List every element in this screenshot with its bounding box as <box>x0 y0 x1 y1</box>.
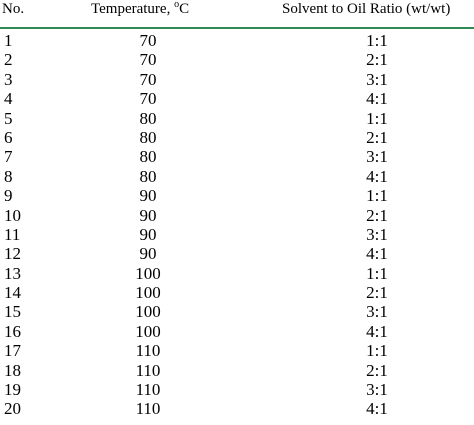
cell-ratio: 1:1 <box>366 108 388 128</box>
cell-temperature: 70 <box>139 69 157 89</box>
cell-temperature: 110 <box>135 380 161 400</box>
cell-ratio: 1:1 <box>366 341 388 361</box>
table-row: 18 110 2:1 <box>0 361 474 380</box>
cell-ratio: 4:1 <box>366 399 388 419</box>
cell-ratio: 3:1 <box>366 224 388 244</box>
table-row: 1 70 1:1 <box>0 31 474 50</box>
table-row: 6 80 2:1 <box>0 128 474 147</box>
cell-ratio: 2:1 <box>366 127 388 147</box>
cell-temperature: 80 <box>139 166 157 186</box>
cell-ratio: 3:1 <box>366 147 388 167</box>
cell-temperature: 110 <box>135 360 161 380</box>
table-row: 3 70 3:1 <box>0 70 474 89</box>
table-row: 16 100 4:1 <box>0 322 474 341</box>
cell-no: 20 <box>4 399 21 419</box>
header-no: No. <box>2 1 25 17</box>
cell-ratio: 2:1 <box>366 205 388 225</box>
cell-temperature: 70 <box>139 31 157 50</box>
cell-temperature: 80 <box>139 108 157 128</box>
table-row: 11 90 3:1 <box>0 225 474 244</box>
cell-no: 16 <box>4 321 21 341</box>
cell-ratio: 3:1 <box>366 302 388 322</box>
table-row: 20 110 4:1 <box>0 399 474 418</box>
table-row: 5 80 1:1 <box>0 109 474 128</box>
cell-no: 6 <box>4 127 13 147</box>
header-temperature-unit: C <box>179 1 190 17</box>
degree-superscript: o <box>174 0 180 10</box>
cell-no: 4 <box>4 89 13 109</box>
cell-ratio: 2:1 <box>366 360 388 380</box>
cell-no: 1 <box>4 31 13 50</box>
table-row: 10 90 2:1 <box>0 206 474 225</box>
table-row: 15 100 3:1 <box>0 302 474 321</box>
cell-no: 7 <box>4 147 13 167</box>
cell-ratio: 4:1 <box>366 89 388 109</box>
table-row: 7 80 3:1 <box>0 147 474 166</box>
cell-no: 15 <box>4 302 21 322</box>
cell-no: 10 <box>4 205 21 225</box>
cell-ratio: 4:1 <box>366 321 388 341</box>
cell-ratio: 1:1 <box>366 31 388 50</box>
cell-no: 19 <box>4 380 21 400</box>
table-row: 14 100 2:1 <box>0 283 474 302</box>
table-row: 4 70 4:1 <box>0 89 474 108</box>
cell-temperature: 80 <box>139 147 157 167</box>
cell-no: 18 <box>4 360 21 380</box>
cell-temperature: 100 <box>135 302 161 322</box>
cell-no: 17 <box>4 341 21 361</box>
cell-no: 5 <box>4 108 13 128</box>
cell-no: 11 <box>4 224 21 244</box>
cell-temperature: 100 <box>135 321 161 341</box>
cell-temperature: 110 <box>135 341 161 361</box>
cell-no: 9 <box>4 186 13 206</box>
cell-no: 8 <box>4 166 13 186</box>
header-temperature: Temperature, oC <box>91 0 190 18</box>
table-header: No. Temperature, oC Solvent to Oil Ratio… <box>0 0 474 28</box>
cell-temperature: 100 <box>135 283 161 303</box>
header-ratio: Solvent to Oil Ratio (wt/wt) <box>282 1 451 17</box>
table-row: 19 110 3:1 <box>0 380 474 399</box>
cell-ratio: 2:1 <box>366 283 388 303</box>
cell-temperature: 90 <box>139 186 157 206</box>
cell-no: 13 <box>4 263 21 283</box>
cell-temperature: 90 <box>139 224 157 244</box>
table-row: 12 90 4:1 <box>0 244 474 263</box>
table-row: 13 100 1:1 <box>0 264 474 283</box>
table-row: 2 70 2:1 <box>0 50 474 69</box>
cell-ratio: 1:1 <box>366 263 388 283</box>
cell-ratio: 3:1 <box>366 69 388 89</box>
cell-temperature: 80 <box>139 127 157 147</box>
header-rule <box>0 27 474 29</box>
table-row: 17 110 1:1 <box>0 341 474 360</box>
cell-temperature: 70 <box>139 50 157 70</box>
cell-ratio: 4:1 <box>366 166 388 186</box>
cell-temperature: 110 <box>135 399 161 419</box>
table-row: 9 90 1:1 <box>0 186 474 205</box>
table-body: 1 70 1:1 2 70 2:1 3 70 3:1 4 70 4:1 5 80 1:1 6 80 2:1 7 80 3… <box>0 31 474 419</box>
cell-no: 3 <box>4 69 13 89</box>
cell-temperature: 70 <box>139 89 157 109</box>
cell-temperature: 100 <box>135 263 161 283</box>
cell-no: 2 <box>4 50 13 70</box>
cell-ratio: 1:1 <box>366 186 388 206</box>
table-row: 8 80 4:1 <box>0 167 474 186</box>
cell-no: 12 <box>4 244 21 264</box>
cell-ratio: 2:1 <box>366 50 388 70</box>
cell-no: 14 <box>4 283 21 303</box>
cell-temperature: 90 <box>139 205 157 225</box>
cell-ratio: 3:1 <box>366 380 388 400</box>
header-temperature-label: Temperature, <box>91 1 175 17</box>
cell-temperature: 90 <box>139 244 157 264</box>
cell-ratio: 4:1 <box>366 244 388 264</box>
